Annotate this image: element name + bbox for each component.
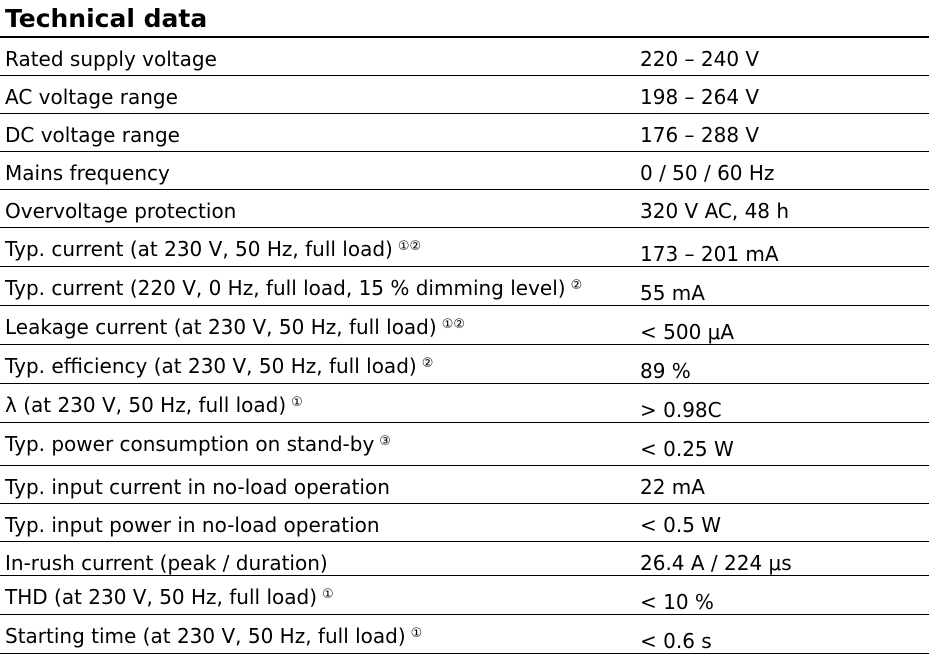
row-value: 0 / 50 / 60 Hz [640,161,775,185]
row-label: Typ. current (at 230 V, 50 Hz, full load… [5,237,422,261]
page-title: Technical data [5,4,208,33]
row-label: THD (at 230 V, 50 Hz, full load) ① [5,585,334,609]
row-label: DC voltage range [5,123,180,147]
row-label: Typ. efficiency (at 230 V, 50 Hz, full l… [5,354,434,378]
row-value: 26.4 A / 224 μs [640,551,792,575]
row-value: 176 – 288 V [640,123,760,147]
row-value: > 0.98C [640,398,722,422]
footnote-marker: ①② [397,239,422,254]
footnote-marker: ③ [379,434,391,449]
row-value: < 0.25 W [640,437,734,461]
row-label: Mains frequency [5,161,170,185]
row-label: Leakage current (at 230 V, 50 Hz, full l… [5,315,465,339]
row-label: Typ. current (220 V, 0 Hz, full load, 15… [5,276,583,300]
table-row: Typ. current (220 V, 0 Hz, full load, 15… [0,267,929,306]
table-row: THD (at 230 V, 50 Hz, full load) ① < 10 % [0,576,929,615]
row-value: < 0.5 W [640,513,722,537]
table-row: DC voltage range 176 – 288 V [0,114,929,152]
row-value: 320 V AC, 48 h [640,199,790,223]
row-label: Overvoltage protection [5,199,237,223]
row-value: 55 mA [640,281,705,305]
row-value: 89 % [640,359,691,383]
row-label: Rated supply voltage [5,47,217,71]
footnote-marker: ① [322,587,334,602]
row-label: Typ. input current in no-load operation [5,475,390,499]
row-label: Typ. input power in no-load operation [5,513,380,537]
footnote-marker: ①② [441,317,465,332]
row-label: Typ. power consumption on stand-by ③ [5,432,391,456]
table-row: Leakage current (at 230 V, 50 Hz, full l… [0,306,929,345]
row-value: 198 – 264 V [640,85,760,109]
table-row: Typ. current (at 230 V, 50 Hz, full load… [0,228,929,267]
row-value: < 500 μA [640,320,735,344]
footnote-marker: ② [421,356,434,371]
table-row: Overvoltage protection 320 V AC, 48 h [0,190,929,228]
row-value: < 10 % [640,590,714,614]
table-row: Typ. input power in no-load operation < … [0,504,929,542]
footnote-marker: ① [291,395,303,410]
table-row: Typ. input current in no-load operation … [0,466,929,504]
table-row: Mains frequency 0 / 50 / 60 Hz [0,152,929,190]
row-label: AC voltage range [5,85,178,109]
table-row: In-rush current (peak / duration) 26.4 A… [0,542,929,576]
table-row: Typ. power consumption on stand-by ③ < 0.… [0,423,929,466]
table-row: Rated supply voltage 220 – 240 V [0,38,929,76]
table-row: AC voltage range 198 – 264 V [0,76,929,114]
row-label: In-rush current (peak / duration) [5,551,328,575]
row-value: 22 mA [640,475,705,499]
row-label: Starting time (at 230 V, 50 Hz, full loa… [5,624,423,648]
technical-data-table: Rated supply voltage 220 – 240 V AC volt… [0,38,929,654]
table-row: Typ. efficiency (at 230 V, 50 Hz, full l… [0,345,929,384]
row-value: < 0.6 s [640,629,712,653]
table-row: λ (at 230 V, 50 Hz, full load) ① > 0.98C [0,384,929,423]
footnote-marker: ① [410,626,423,641]
footnote-marker: ② [570,278,583,293]
row-label: λ (at 230 V, 50 Hz, full load) ① [5,393,303,417]
row-value: 220 – 240 V [640,47,760,71]
table-row: Starting time (at 230 V, 50 Hz, full loa… [0,615,929,654]
row-value: 173 – 201 mA [640,242,779,266]
title-divider [0,36,929,38]
